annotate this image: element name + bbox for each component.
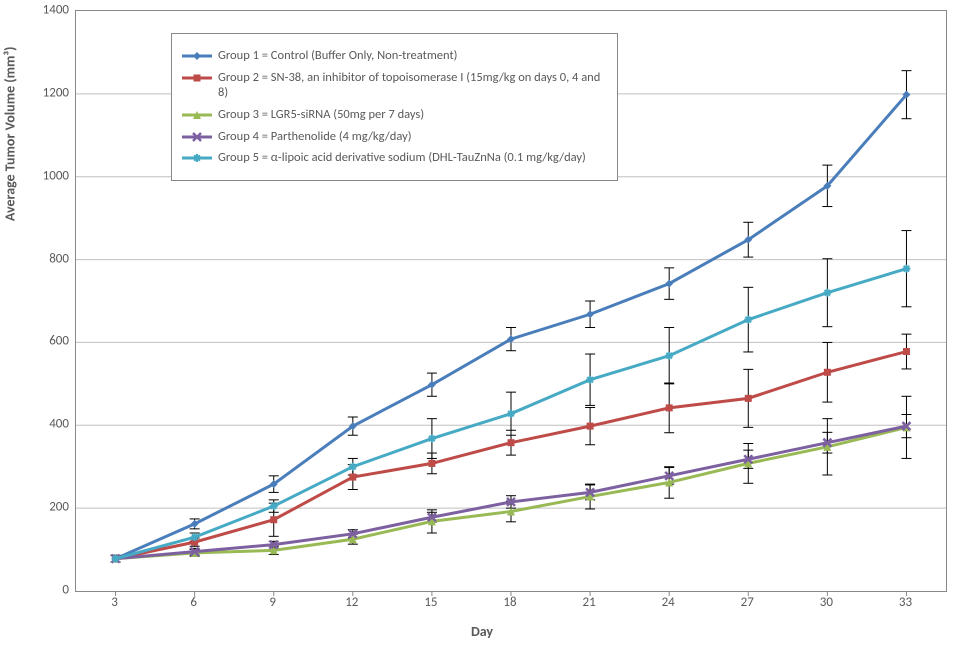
series-marker-group1 xyxy=(586,310,594,318)
x-tick-label: 24 xyxy=(662,595,675,610)
x-tick-label: 30 xyxy=(820,595,833,610)
legend-item-group5: Group 5 = α-lipoic acid derivative sodiu… xyxy=(182,150,607,166)
legend-marker-group3 xyxy=(182,108,212,122)
y-tick-label: 1200 xyxy=(29,85,69,100)
plot-area: Group 1 = Control (Buffer Only, Non-trea… xyxy=(75,10,947,592)
series-marker-group2 xyxy=(428,460,435,467)
series-marker-group2 xyxy=(508,439,515,446)
series-marker-group5 xyxy=(428,435,436,443)
y-tick-label: 800 xyxy=(29,251,69,266)
x-tick-label: 12 xyxy=(345,595,358,610)
y-tick-label: 600 xyxy=(29,334,69,349)
series-marker-group5 xyxy=(349,463,357,471)
series-marker-group5 xyxy=(270,502,278,510)
series-marker-group2 xyxy=(745,395,752,402)
series-marker-group2 xyxy=(587,423,594,430)
legend-marker-group4 xyxy=(182,130,212,144)
x-tick-label: 21 xyxy=(582,595,595,610)
series-marker-group5 xyxy=(744,316,752,324)
series-marker-group2 xyxy=(666,404,673,411)
series-marker-group2 xyxy=(903,348,910,355)
y-tick-label: 400 xyxy=(29,417,69,432)
legend-marker-group1 xyxy=(182,49,212,63)
y-axis-label: Average Tumor Volume (mm³) xyxy=(2,46,19,221)
x-tick-label: 3 xyxy=(111,595,118,610)
legend-label: Group 3 = LGR5-siRNA (50mg per 7 days) xyxy=(218,107,607,123)
legend-label: Group 5 = α-lipoic acid derivative sodiu… xyxy=(218,150,607,166)
legend-marker-group5 xyxy=(182,151,212,165)
series-marker-group5 xyxy=(586,376,594,384)
series-marker-group5 xyxy=(823,289,831,297)
series-marker-group2 xyxy=(349,474,356,481)
legend-item-group3: Group 3 = LGR5-siRNA (50mg per 7 days) xyxy=(182,107,607,123)
chart-container: Average Tumor Volume (mm³) Group 1 = Con… xyxy=(0,0,964,650)
y-tick-label: 1400 xyxy=(29,3,69,18)
series-marker-group2 xyxy=(270,516,277,523)
legend-item-group2: Group 2 = SN-38, an inhibitor of topoiso… xyxy=(182,70,607,101)
y-tick-label: 1000 xyxy=(29,168,69,183)
x-tick-label: 27 xyxy=(741,595,754,610)
legend-marker-group2 xyxy=(182,71,212,85)
y-tick-label: 0 xyxy=(29,583,69,598)
legend-label: Group 2 = SN-38, an inhibitor of topoiso… xyxy=(218,70,607,101)
x-tick-label: 15 xyxy=(424,595,437,610)
x-tick-label: 18 xyxy=(503,595,516,610)
x-tick-label: 9 xyxy=(269,595,276,610)
x-tick-label: 6 xyxy=(190,595,197,610)
y-tick-label: 200 xyxy=(29,500,69,515)
series-marker-group5 xyxy=(507,410,515,418)
series-marker-group5 xyxy=(902,265,910,273)
legend-item-group4: Group 4 = Parthenolide (4 mg/kg/day) xyxy=(182,129,607,145)
legend-label: Group 1 = Control (Buffer Only, Non-trea… xyxy=(218,48,607,64)
series-marker-group2 xyxy=(824,369,831,376)
x-tick-label: 33 xyxy=(899,595,912,610)
series-marker-group5 xyxy=(665,352,673,360)
legend: Group 1 = Control (Buffer Only, Non-trea… xyxy=(171,33,618,181)
legend-label: Group 4 = Parthenolide (4 mg/kg/day) xyxy=(218,129,607,145)
legend-item-group1: Group 1 = Control (Buffer Only, Non-trea… xyxy=(182,48,607,64)
x-axis-label: Day xyxy=(471,623,493,640)
